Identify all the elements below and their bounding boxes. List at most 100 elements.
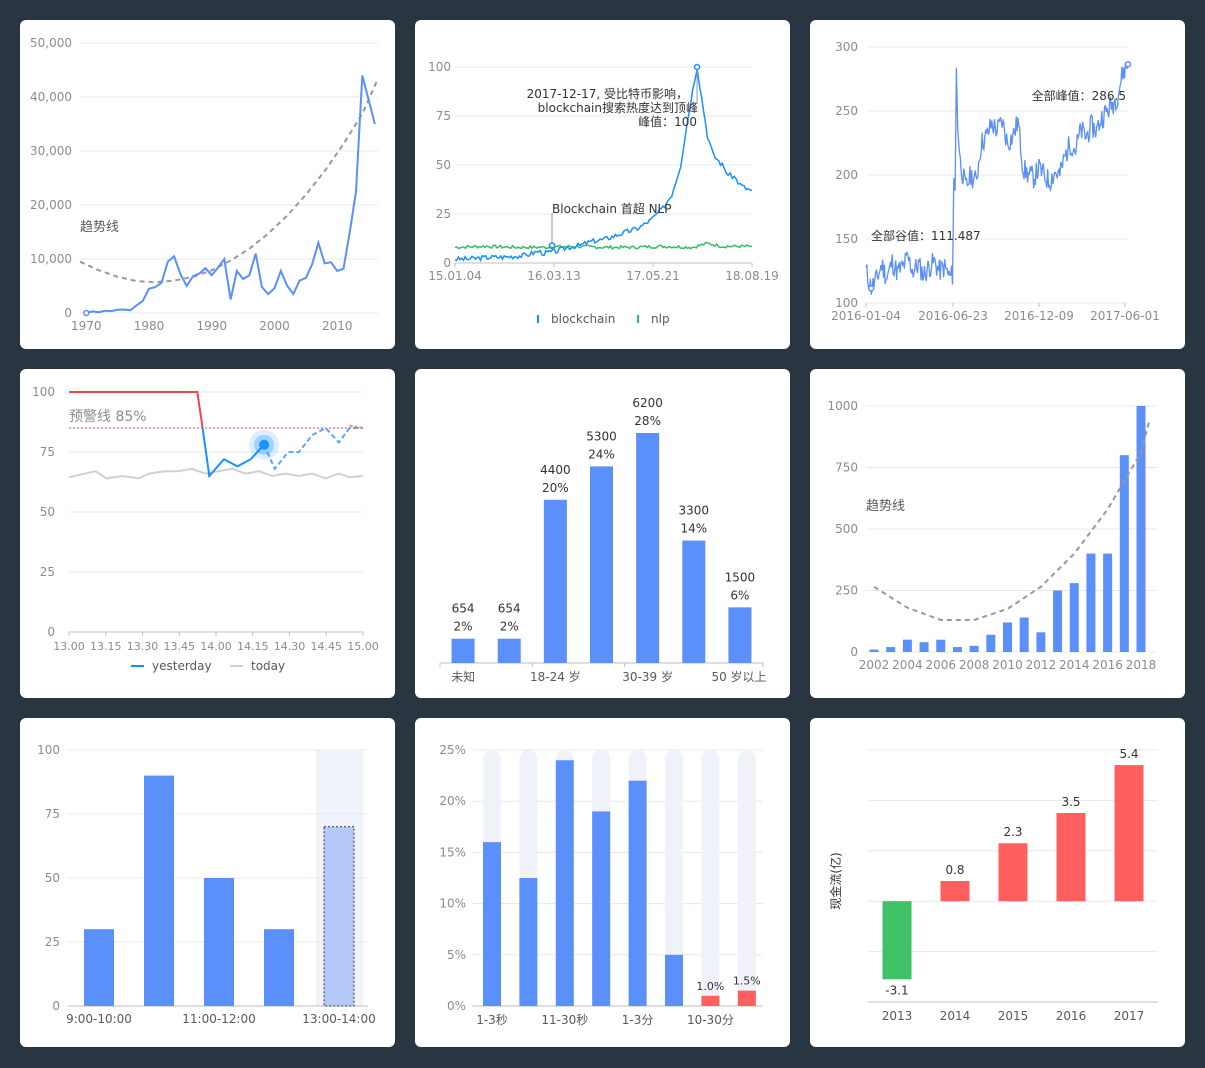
peak-annotation: blockchain搜索热度达到顶峰	[538, 100, 698, 115]
bar	[483, 842, 501, 1006]
y-tick-label: 0	[443, 256, 451, 270]
bar-forecast	[323, 826, 355, 1007]
warning-line-chart: 0 25 50 75 100 13.00 13.15 13.30 13.45 14.00 14.15…	[32, 385, 379, 673]
bar	[519, 878, 538, 1006]
bar	[936, 639, 946, 652]
bar	[543, 499, 567, 663]
legend-label-blockchain: blockchain	[551, 312, 615, 326]
chart-card-4: 0 25 50 75 100 13.00 13.15 13.30 13.45 14.00 14.15…	[20, 369, 395, 698]
y-tick-label: 75	[436, 109, 451, 123]
series-line-blockchain	[454, 69, 753, 263]
y-tick-label: 30,000	[30, 144, 72, 158]
bar	[1036, 632, 1046, 652]
cashflow-bar-chart: -3.1 2013 0.8 2014 2.3 2015 3.5 2016 5.4 2017 现金流(…	[828, 747, 1158, 1023]
bar	[969, 645, 979, 652]
y-tick-label: 750	[835, 461, 858, 475]
trough-point	[867, 285, 875, 292]
bar	[1086, 553, 1096, 652]
x-tick-label: 2006	[925, 658, 956, 672]
bar-value-label: 654	[498, 602, 521, 616]
blockchain-nlp-chart: 0 25 50 75 100 15.01.04 16.03.13 17.05.21 18.08.…	[428, 60, 779, 326]
series-line-nlp	[454, 241, 753, 250]
series-line	[86, 75, 376, 314]
x-tick-label: 16.03.13	[527, 269, 580, 283]
y-tick-label: 0	[64, 306, 72, 320]
y-tick-label: 50	[40, 505, 55, 519]
x-tick-label: 2013	[882, 1009, 913, 1023]
peak-annotation: 峰值：100	[638, 114, 697, 129]
x-tick-label: 2015	[998, 1009, 1029, 1023]
bar	[998, 843, 1028, 902]
x-tick-label: 11:00-12:00	[182, 1012, 256, 1026]
bar	[886, 647, 896, 652]
bar-value-label: 0.8	[945, 863, 964, 877]
bar-percent-label: 2%	[500, 620, 519, 634]
bar	[882, 901, 912, 980]
chart-card-9: -3.1 2013 0.8 2014 2.3 2015 3.5 2016 5.4 2017 现金流(…	[810, 718, 1185, 1047]
age-bar-chart: 654 2% 654 2% 4400 20% 5300 24% 6200 28% 3300 14% 15…	[439, 396, 767, 684]
x-tick-label: 9:00-10:00	[66, 1012, 132, 1026]
bar-value-label: 1.5%	[733, 975, 761, 988]
x-tick-label: 13.30	[127, 640, 159, 653]
y-tick-label: 0	[47, 625, 55, 639]
crossover-annotation: Blockchain 首超 NLP	[552, 201, 671, 216]
y-tick-label: 100	[428, 60, 451, 74]
x-tick-label: 2017-06-01	[1090, 309, 1160, 323]
x-tick-label: 10-30分	[687, 1013, 734, 1027]
y-tick-label: 0%	[447, 999, 466, 1013]
bar	[1069, 583, 1079, 652]
bar-percent-label: 24%	[588, 447, 615, 461]
peak-annotation: 2017-12-17, 受比特币影响，	[527, 86, 688, 101]
y-tick-label: 25	[45, 935, 60, 949]
x-tick-label: 13.45	[164, 640, 196, 653]
y-tick-label: 150	[835, 232, 858, 246]
x-tick-label: 14.00	[200, 640, 232, 653]
x-tick-label: 2018	[1126, 658, 1157, 672]
x-tick-label: 30-39 岁	[622, 669, 673, 684]
y-tick-label: 250	[835, 584, 858, 598]
bar	[940, 881, 970, 902]
legend-label-today: today	[251, 659, 285, 673]
y-tick-label: 25	[40, 565, 55, 579]
y-tick-label: 20%	[439, 794, 466, 808]
warning-label: 预警线 85%	[69, 409, 147, 425]
bar-background	[701, 750, 720, 1006]
x-tick-label: 2002	[859, 658, 890, 672]
y-tick-label: 300	[835, 40, 858, 54]
bar	[590, 466, 613, 663]
chart-card-2: 0 25 50 75 100 15.01.04 16.03.13 17.05.21 18.08.…	[415, 20, 790, 349]
x-tick-label: 2016-01-04	[831, 309, 901, 323]
start-point	[83, 309, 90, 317]
y-tick-label: 10%	[439, 897, 466, 911]
x-tick-label: 2016-06-23	[918, 309, 988, 323]
y-tick-label: 250	[835, 104, 858, 118]
y-tick-label: 100	[32, 385, 55, 399]
bar	[1103, 553, 1113, 652]
x-tick-label: 2010	[992, 658, 1023, 672]
trend-line	[873, 420, 1151, 621]
x-tick-label: 2010	[322, 319, 353, 333]
hourly-bar-chart: 0 25 50 75 100 9:00-10:00 11:00-12:00 13:00-14:…	[37, 743, 376, 1026]
bar	[902, 639, 912, 652]
legend-label-nlp: nlp	[651, 312, 670, 326]
bar	[204, 878, 234, 1006]
y-tick-label: 1000	[827, 399, 858, 413]
series-line	[865, 62, 1129, 295]
x-tick-label: 1970	[71, 319, 102, 333]
trend-label: 趋势线	[866, 498, 905, 514]
x-tick-label: 2014	[1059, 658, 1090, 672]
y-tick-label: 50,000	[30, 36, 72, 50]
bar-percent-label: 28%	[634, 414, 661, 428]
peak-annotation: 全部峰值：286.5	[1032, 88, 1126, 103]
x-tick-label: 15.00	[347, 640, 379, 653]
bar-percent-label: 6%	[730, 588, 749, 602]
y-tick-label: 50	[45, 871, 60, 885]
bar	[1114, 765, 1144, 902]
legend-marker-blockchain	[537, 315, 539, 323]
chart-card-6: 0 250 500 750 1000 2002 2004 2006 2008 2010 2012 20…	[810, 369, 1185, 698]
series-line-today	[68, 467, 364, 480]
bar	[497, 638, 521, 663]
bar-value-label: 5300	[586, 429, 617, 443]
y-tick-label: 0	[850, 645, 858, 659]
